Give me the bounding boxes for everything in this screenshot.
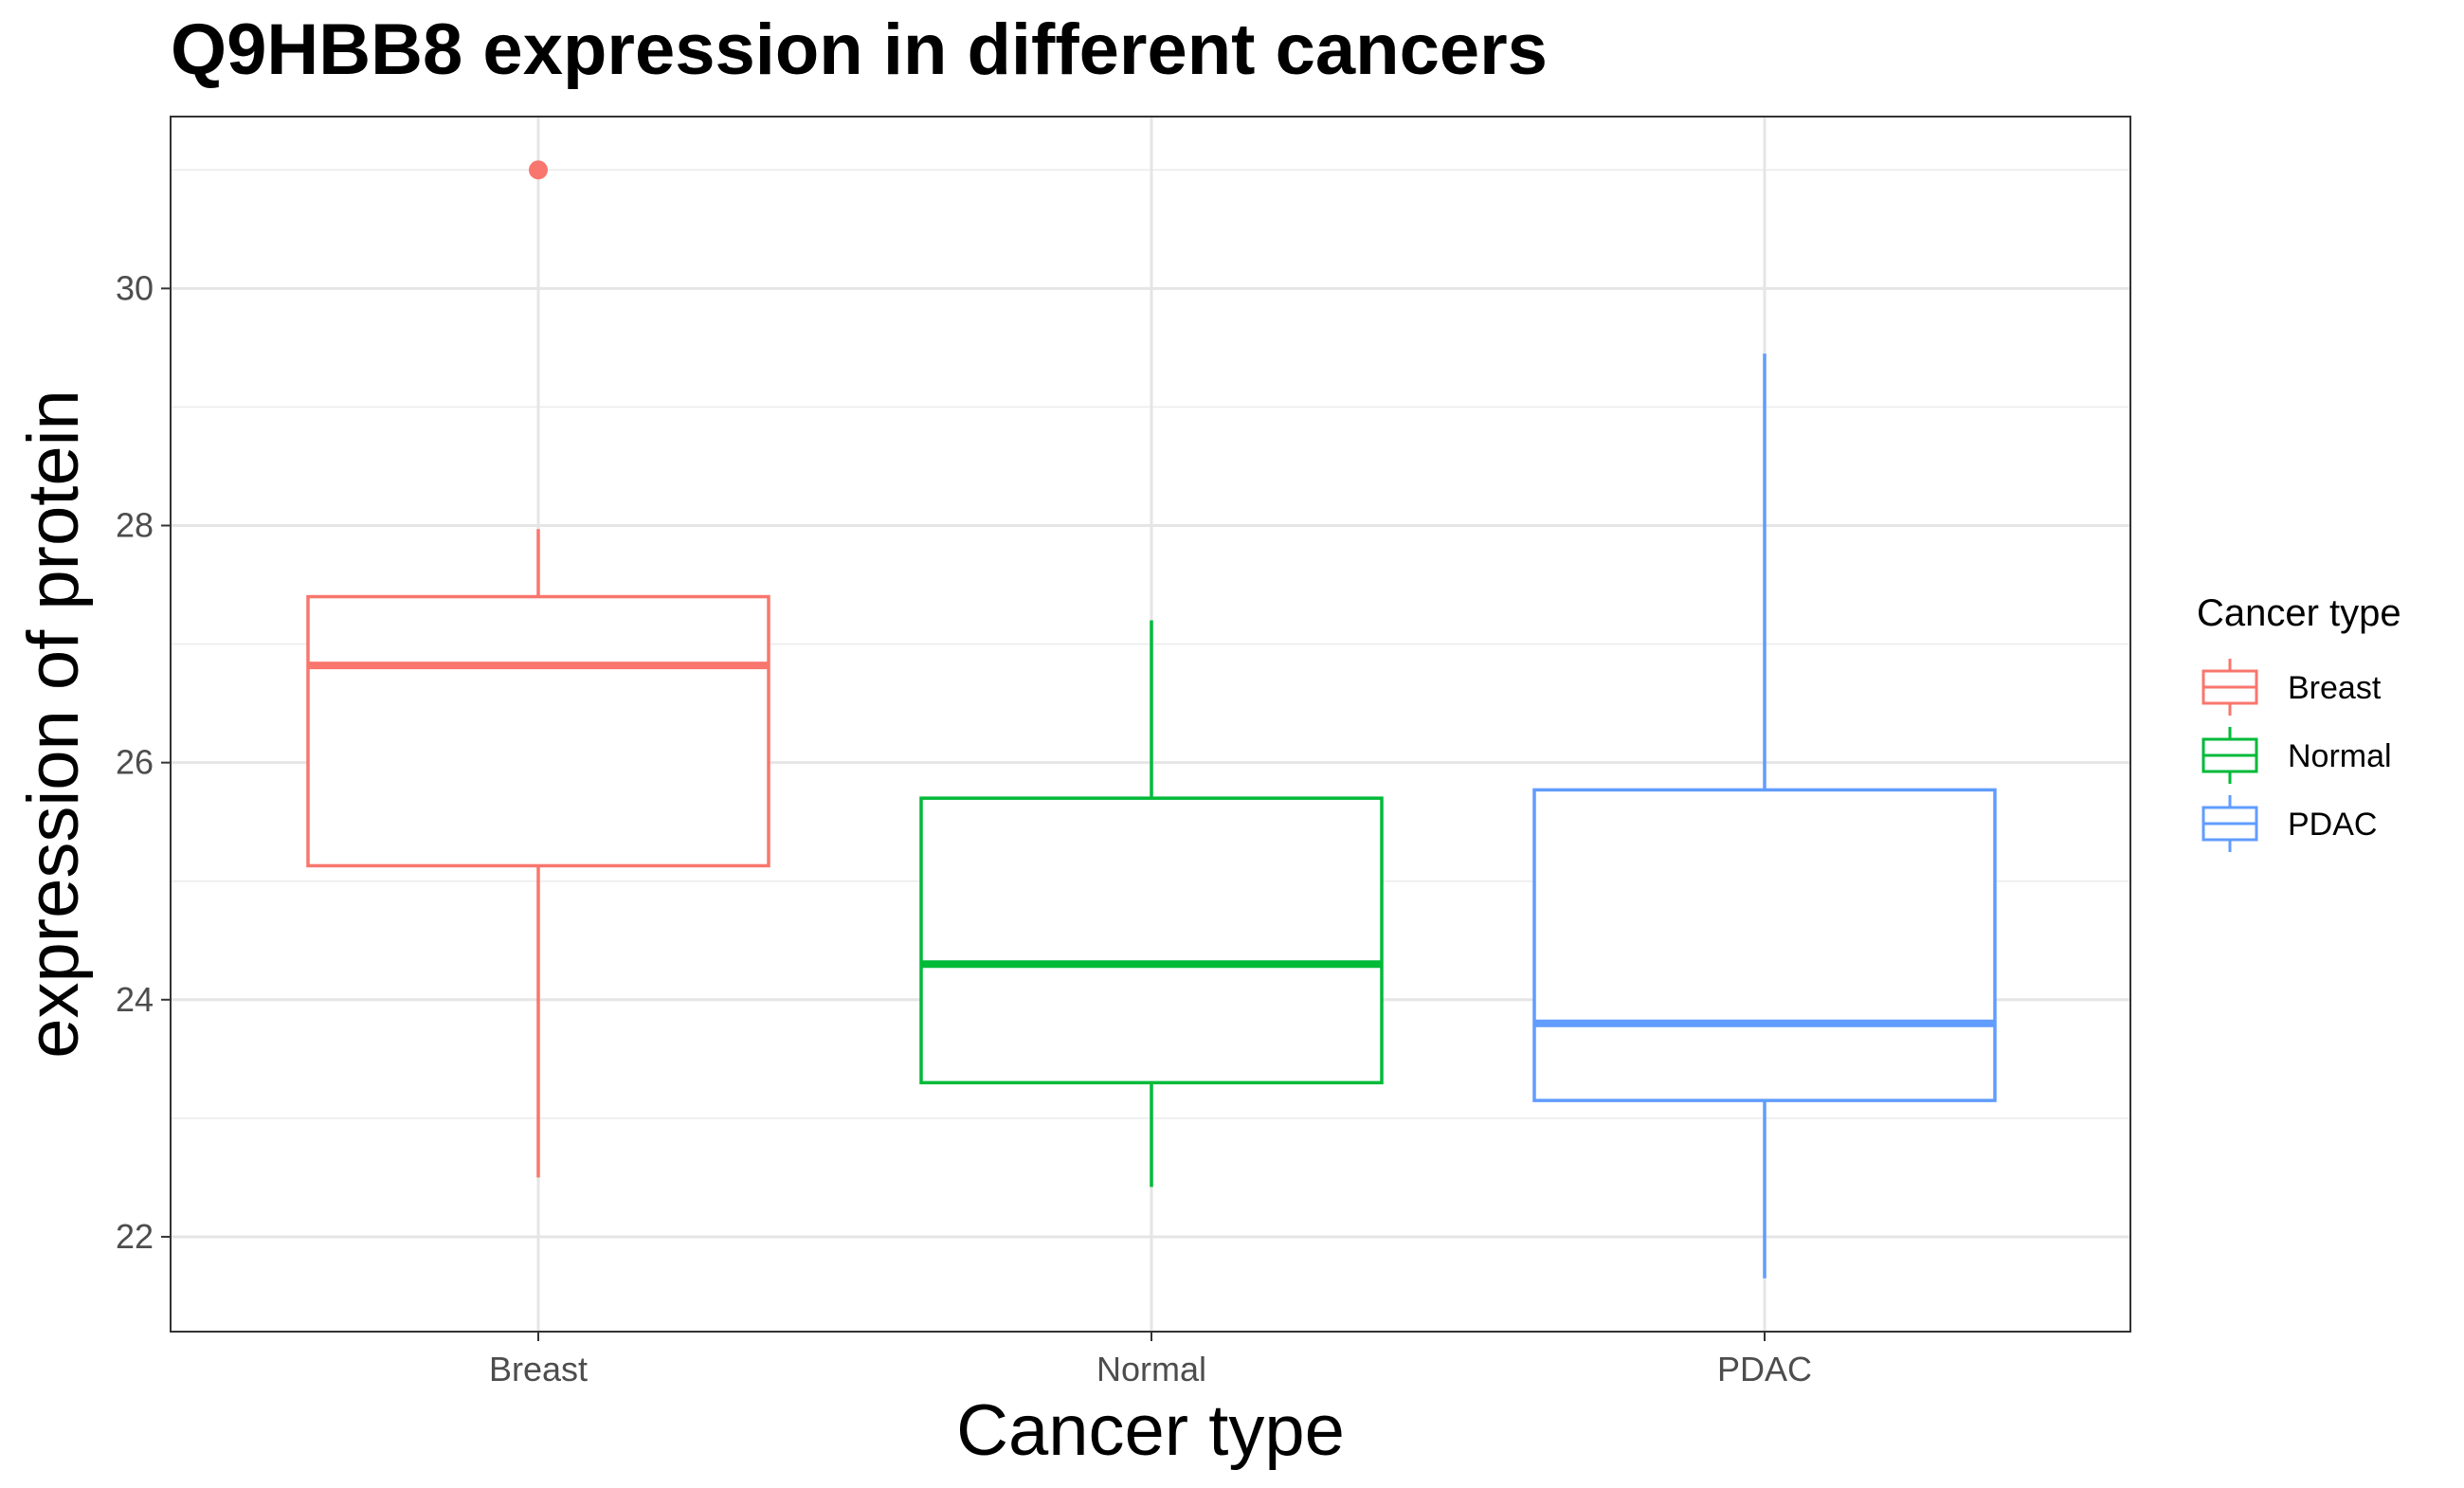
- legend-item-pdac: PDAC: [2201, 795, 2377, 852]
- x-axis: Breast Normal PDAC: [489, 1332, 1812, 1388]
- y-tick-label: 30: [116, 268, 154, 307]
- boxes: [306, 160, 1997, 1279]
- box-iqr: [306, 594, 770, 868]
- legend: Cancer type Breast Normal PDAC: [2197, 592, 2401, 852]
- x-tick-label: Normal: [1096, 1350, 1206, 1388]
- box-iqr: [1532, 788, 1997, 1102]
- box-breast: [306, 160, 770, 1178]
- x-tick-label: PDAC: [1717, 1350, 1812, 1388]
- y-tick-label: 28: [116, 506, 154, 545]
- legend-item-breast: Breast: [2201, 659, 2382, 716]
- y-tick-label: 22: [116, 1217, 154, 1256]
- legend-label: Breast: [2288, 670, 2382, 706]
- y-axis: 22 24 26 28 30: [116, 268, 171, 1256]
- y-axis-title: expression of protein: [13, 390, 94, 1059]
- y-tick-label: 26: [116, 743, 154, 782]
- legend-label: PDAC: [2288, 807, 2377, 843]
- legend-title: Cancer type: [2197, 592, 2401, 634]
- legend-item-normal: Normal: [2201, 727, 2392, 784]
- legend-label: Normal: [2288, 738, 2392, 774]
- outlier-point: [529, 160, 548, 180]
- y-tick-label: 24: [116, 980, 154, 1019]
- x-axis-title: Cancer type: [956, 1390, 1345, 1471]
- x-tick-label: Breast: [489, 1350, 588, 1388]
- chart-title: Q9HBB8 expression in different cancers: [171, 9, 1548, 90]
- box-iqr: [919, 796, 1384, 1085]
- box-normal: [919, 620, 1384, 1188]
- box-pdac: [1532, 354, 1997, 1279]
